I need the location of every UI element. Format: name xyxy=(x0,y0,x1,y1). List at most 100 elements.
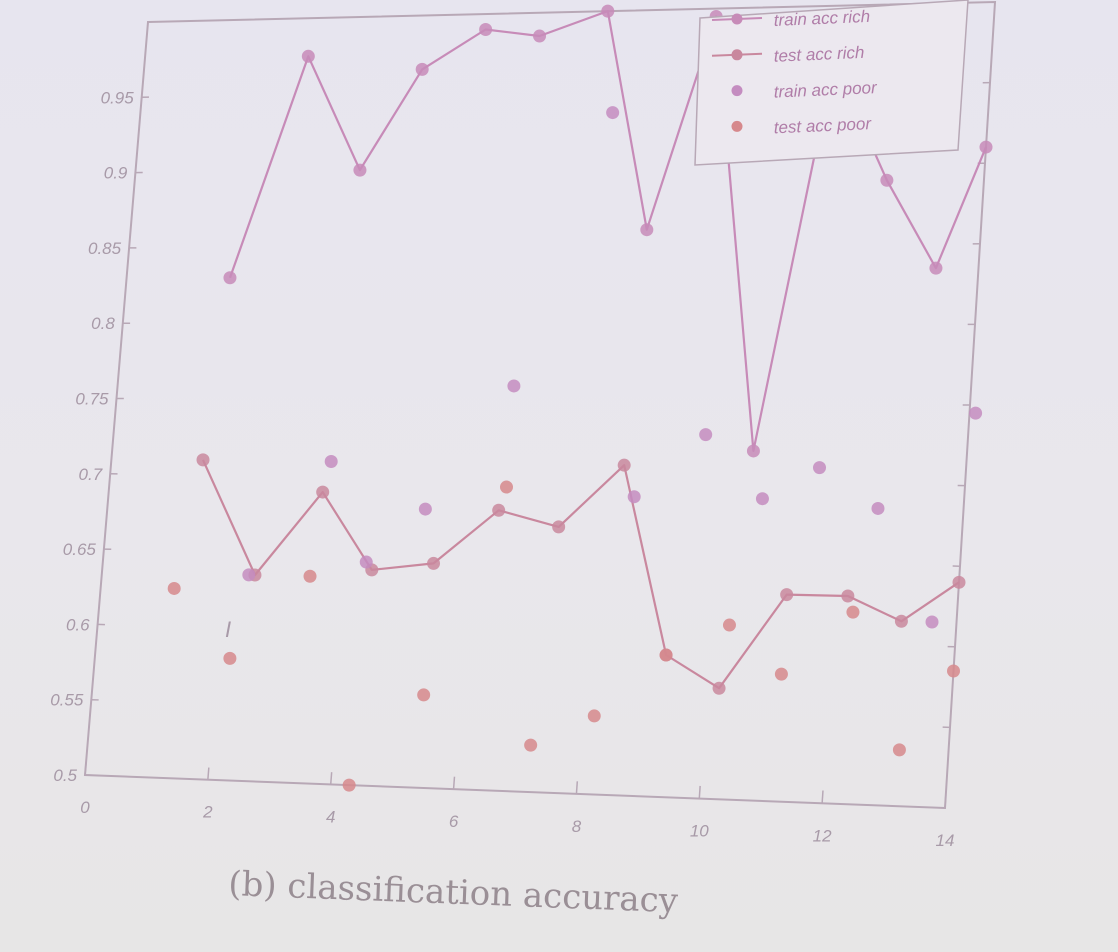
data-point xyxy=(929,261,943,275)
x-tick-mark xyxy=(207,767,210,780)
x-tick-label: 4 xyxy=(326,807,335,826)
x-tick-mark xyxy=(84,762,87,776)
y-tick-label: 0.85 xyxy=(88,239,122,258)
legend-marker xyxy=(731,85,743,97)
data-point xyxy=(952,575,966,589)
legend-item: test acc rich xyxy=(711,43,865,66)
data-point xyxy=(712,681,726,695)
x-axis-ticks: 0 2 4 6 8 10 12 14 xyxy=(80,762,955,850)
data-point xyxy=(359,555,373,569)
x-tick-label: 14 xyxy=(936,831,955,850)
data-point xyxy=(969,406,983,420)
chart-caption: (b) classification accuracy xyxy=(228,864,680,921)
data-point xyxy=(301,49,315,63)
series-line xyxy=(201,459,960,690)
x-tick-label: 0 xyxy=(80,798,90,817)
data-point xyxy=(813,461,827,475)
data-point xyxy=(417,688,431,702)
annotation-mark: I xyxy=(225,617,231,642)
x-tick-label: 2 xyxy=(202,803,213,822)
data-point xyxy=(303,569,317,583)
legend-label: train acc rich xyxy=(773,7,870,30)
series-test-acc-poor xyxy=(167,480,960,792)
legend-item: train acc poor xyxy=(731,78,878,102)
data-point xyxy=(500,480,514,494)
data-point xyxy=(353,163,367,177)
legend-marker xyxy=(731,13,743,25)
data-point xyxy=(640,223,654,237)
legend-label: test acc rich xyxy=(773,43,864,66)
data-point xyxy=(892,743,906,757)
data-point xyxy=(755,492,769,506)
data-point xyxy=(947,664,960,678)
data-point xyxy=(617,458,631,472)
legend-marker xyxy=(731,49,743,61)
x-tick-mark xyxy=(821,790,824,804)
data-point xyxy=(846,605,860,619)
data-point xyxy=(979,140,993,154)
x-tick-mark xyxy=(575,781,579,794)
data-point xyxy=(415,62,429,76)
data-point xyxy=(316,485,330,499)
data-point xyxy=(722,618,736,632)
data-point xyxy=(601,4,615,18)
y-tick-label: 0.7 xyxy=(79,465,103,484)
y-tick-label: 0.65 xyxy=(63,540,97,559)
x-tick-mark xyxy=(944,795,947,809)
x-tick-mark xyxy=(329,772,333,785)
data-point xyxy=(587,709,601,723)
y-tick-label: 0.8 xyxy=(91,314,115,333)
series-train-acc-poor xyxy=(242,106,983,629)
legend-item: train acc rich xyxy=(711,7,870,30)
data-point xyxy=(427,556,441,570)
x-tick-label: 12 xyxy=(813,826,832,845)
data-point xyxy=(492,503,506,517)
legend-label: test acc poor xyxy=(773,114,872,137)
data-point xyxy=(418,502,432,516)
series-line xyxy=(228,10,988,452)
data-point xyxy=(699,428,713,442)
y-tick-label: 0.75 xyxy=(75,390,109,409)
series-train-acc-rich xyxy=(223,4,993,458)
y-tick-label: 0.55 xyxy=(50,691,84,710)
data-point xyxy=(223,651,237,665)
x-tick-label: 6 xyxy=(449,812,459,831)
data-point xyxy=(746,444,760,458)
data-point xyxy=(507,379,521,393)
data-point xyxy=(324,455,338,469)
legend-marker xyxy=(731,120,743,132)
y-axis-ticks: 0.5 0.55 0.6 0.65 0.7 0.75 0.8 0.85 0.9 0.95 xyxy=(50,81,991,809)
data-point xyxy=(627,490,641,504)
y-tick-label: 0.6 xyxy=(66,615,90,634)
data-point xyxy=(659,648,673,662)
data-point xyxy=(479,22,493,36)
data-point xyxy=(524,738,538,752)
data-point xyxy=(533,29,547,43)
legend: train acc rich test acc rich train acc poo… xyxy=(694,0,969,166)
data-point xyxy=(925,615,939,629)
data-point xyxy=(242,568,256,582)
data-point xyxy=(606,106,620,120)
data-point xyxy=(894,614,908,628)
x-tick-label: 10 xyxy=(690,822,709,841)
data-point xyxy=(880,173,894,187)
data-point xyxy=(223,271,237,285)
y-tick-label: 0.95 xyxy=(101,88,135,107)
series-test-acc-rich xyxy=(196,453,966,695)
legend-label: train acc poor xyxy=(773,78,878,102)
data-point xyxy=(774,667,788,681)
data-point xyxy=(196,453,210,467)
x-tick-label: 8 xyxy=(572,817,582,836)
data-point xyxy=(841,589,855,603)
data-point xyxy=(780,588,794,602)
y-tick-label: 0.9 xyxy=(104,164,128,183)
data-point xyxy=(552,520,566,534)
data-point xyxy=(342,778,356,792)
series-layer xyxy=(167,4,993,792)
y-tick-label: 0.5 xyxy=(53,766,77,785)
data-point xyxy=(167,581,181,595)
x-tick-mark xyxy=(698,785,701,799)
x-tick-mark xyxy=(452,776,456,790)
data-point xyxy=(871,501,885,515)
